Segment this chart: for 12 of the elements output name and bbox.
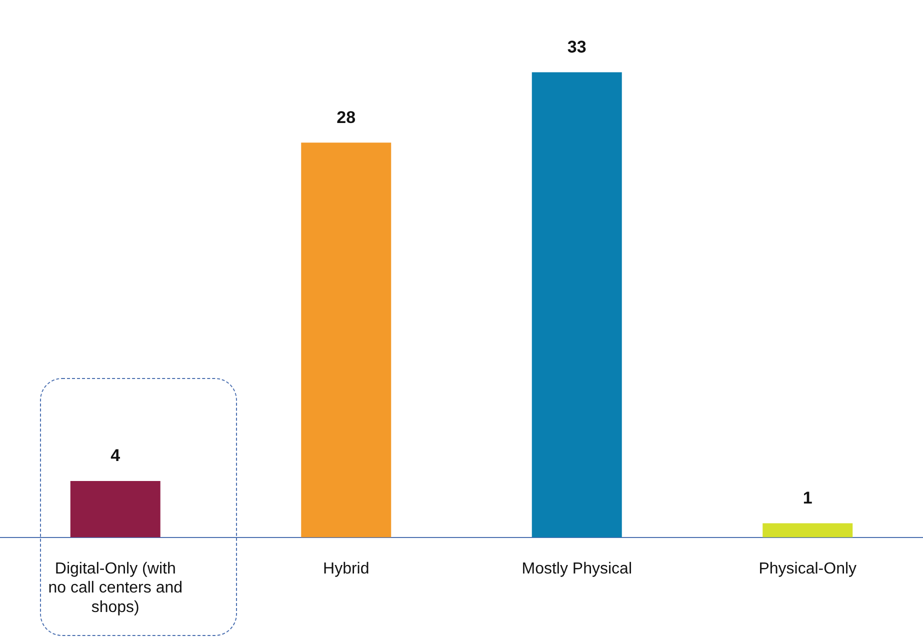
data-label: 1 (802, 488, 812, 508)
x-tick-label: Digital-Only (with no call centers and shops) (48, 560, 183, 616)
x-tick-label: Physical-Only (758, 560, 857, 578)
bar (762, 523, 853, 538)
bar (70, 481, 160, 538)
bar (532, 72, 622, 538)
bar (301, 142, 392, 538)
x-tick-label: Hybrid (323, 560, 370, 578)
x-tick-label: Mostly Physical (522, 560, 632, 578)
data-label: 28 (336, 108, 356, 127)
data-label: 33 (567, 37, 586, 56)
data-label: 4 (110, 446, 121, 466)
